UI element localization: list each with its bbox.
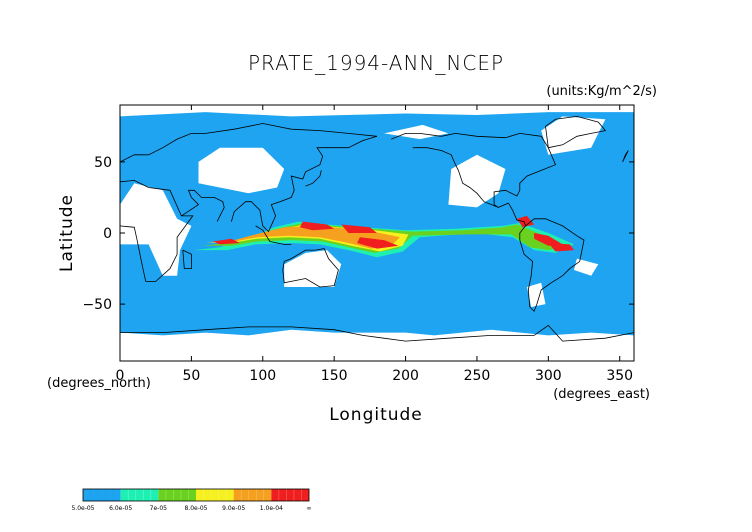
x-axis-title: Longitude	[329, 405, 423, 425]
y-unit-label: (degrees_north)	[47, 376, 151, 391]
chart-title: PRATE_1994-ANN_NCEP	[248, 51, 504, 75]
low-precip-region-8	[526, 282, 546, 307]
y-tick-label: 0	[103, 226, 112, 242]
colorbar-label: 7e-05	[150, 505, 167, 512]
x-unit-label: (degrees_east)	[553, 387, 650, 402]
x-tick-label: 150	[321, 368, 348, 384]
precip-region-level-6	[212, 238, 240, 245]
below-threshold-areas	[120, 105, 634, 361]
low-precip-region-6	[120, 105, 634, 117]
coastline-9	[391, 132, 557, 227]
coastlines	[120, 115, 634, 342]
low-precip-region-0	[120, 329, 634, 361]
low-precip-region-1	[120, 183, 192, 276]
colorbar-label: 6.0e-05	[109, 505, 132, 512]
coastline-11	[412, 147, 456, 165]
coastline-2	[282, 248, 339, 288]
colorbar-swatch	[233, 489, 272, 501]
colorbar-label: 9.0e-05	[222, 505, 245, 512]
precip-region-level-6	[357, 237, 399, 249]
plot-area: 0 50 100 150 200 250 300 350 50 0 −50	[82, 104, 635, 384]
coastline-15	[622, 150, 629, 163]
coastline-1	[182, 249, 192, 270]
y-ticks: 50 0 −50	[82, 155, 634, 313]
coastline-7	[231, 201, 262, 222]
coastline-5	[305, 170, 322, 187]
precip-region-level-6	[516, 215, 535, 228]
coastline-8	[120, 123, 378, 163]
x-tick-label: 250	[464, 368, 491, 384]
precip-region-level-6	[548, 243, 574, 252]
colorbar-swatch	[196, 489, 234, 501]
precip-region-level-6	[299, 221, 335, 231]
coastline-0	[120, 179, 194, 282]
colorbar-swatch	[158, 489, 196, 501]
x-tick-label: 200	[392, 368, 419, 384]
precip-region-level-6	[341, 224, 377, 233]
colorbar-label: 5.0e-05	[71, 505, 94, 512]
low-precip-region-4	[448, 154, 506, 208]
colorbar-label: 8.0e-05	[184, 505, 207, 512]
low-precip-region-2	[284, 250, 342, 287]
colorbar-swatch	[83, 489, 121, 501]
colorbar-label: ∞	[307, 505, 312, 512]
x-tick-label: 100	[249, 368, 276, 384]
coastline-4	[261, 135, 378, 233]
y-tick-label: −50	[82, 297, 112, 313]
coastline-3	[255, 225, 292, 245]
y-axis-title: Latitude	[57, 194, 77, 272]
coastline-10	[455, 164, 499, 208]
coastline-13	[545, 115, 607, 149]
x-tick-label: 0	[116, 368, 125, 384]
colorbar-label: 1.0e-04	[260, 505, 283, 512]
precip-region-level-6	[534, 233, 563, 246]
units-label: (units:Kg/m^2/s)	[546, 84, 657, 99]
low-precip-region-9	[574, 258, 599, 276]
colorbar-swatch	[120, 489, 159, 501]
x-tick-label: 300	[535, 368, 562, 384]
precip-levels	[194, 215, 592, 262]
low-precip-region-3	[198, 147, 285, 194]
x-tick-label: 50	[182, 368, 200, 384]
x-ticks: 0 50 100 150 200 250 300 350	[116, 105, 633, 384]
colorbar: 5.0e-05 6.0e-05 7e-05 8.0e-05 9.0e-05 1.0e-04…	[71, 488, 312, 512]
x-tick-label: 350	[606, 368, 633, 384]
coastline-12	[519, 218, 585, 312]
y-tick-label: 50	[94, 155, 112, 171]
low-precip-region-5	[541, 116, 606, 155]
colorbar-swatch	[271, 489, 309, 501]
colorbar-frame	[82, 488, 310, 502]
coastline-14	[120, 324, 634, 342]
coastline-6	[181, 189, 225, 222]
